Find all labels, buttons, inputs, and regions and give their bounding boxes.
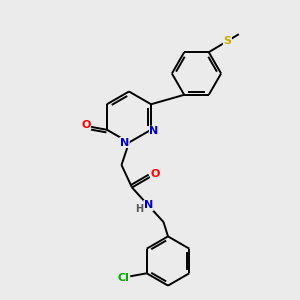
Text: O: O bbox=[81, 120, 91, 130]
Text: N: N bbox=[120, 137, 129, 148]
Text: O: O bbox=[151, 169, 160, 179]
Text: S: S bbox=[224, 36, 231, 46]
Text: H: H bbox=[135, 204, 144, 214]
Text: N: N bbox=[149, 126, 159, 136]
Text: Cl: Cl bbox=[118, 273, 130, 283]
Text: N: N bbox=[144, 200, 153, 211]
